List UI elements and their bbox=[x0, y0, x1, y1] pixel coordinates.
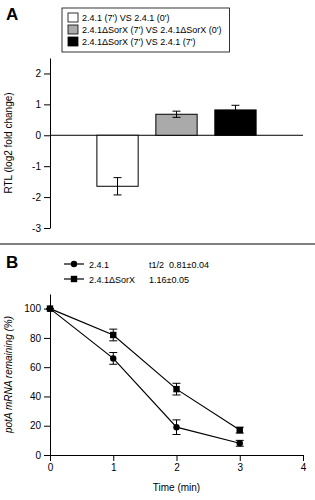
legend-swatch bbox=[68, 13, 78, 22]
tick: 2 bbox=[35, 68, 50, 79]
annotation: 1.16±0.05 bbox=[149, 275, 189, 285]
tick-label: 1 bbox=[111, 462, 117, 473]
axis-line bbox=[50, 59, 51, 229]
tick-label: -2 bbox=[32, 192, 41, 203]
marker bbox=[47, 305, 53, 311]
tick-label: 20 bbox=[30, 420, 42, 431]
legend-label: 2.4.1ΔSorX (7') VS 2.4.1 (7') bbox=[82, 37, 196, 47]
tick: 2 bbox=[174, 455, 180, 473]
tick-mark bbox=[44, 455, 50, 456]
tick: 3 bbox=[237, 455, 243, 473]
error-bar bbox=[236, 427, 244, 433]
error-bar bbox=[236, 440, 244, 446]
marker bbox=[173, 424, 179, 430]
tick-label: 40 bbox=[30, 391, 42, 402]
tick-mark bbox=[113, 455, 114, 461]
line bbox=[50, 309, 240, 430]
tick: 60 bbox=[30, 362, 50, 373]
marker bbox=[110, 355, 116, 361]
error-bar bbox=[173, 383, 181, 395]
tick-label: 60 bbox=[30, 362, 42, 373]
tick: 40 bbox=[30, 391, 50, 402]
legend-label: 2.4.1ΔSorX (7') VS 2.4.1ΔSorX (0') bbox=[82, 25, 222, 35]
tick: 4 bbox=[301, 455, 307, 473]
tick-mark bbox=[44, 166, 50, 167]
tick: -3 bbox=[32, 223, 50, 234]
marker bbox=[173, 386, 179, 392]
tick-mark bbox=[50, 455, 51, 461]
tick-label: 80 bbox=[30, 333, 42, 344]
legend-label: 2.4.1ΔSorX bbox=[89, 275, 135, 285]
tick-label: -3 bbox=[32, 223, 41, 234]
axis-line bbox=[50, 295, 51, 456]
tick-mark bbox=[44, 135, 50, 136]
marker bbox=[47, 305, 53, 311]
legend: 2.4.1 (7') VS 2.4.1 (0') 2.4.1ΔSorX (7') … bbox=[62, 8, 230, 52]
tick-mark bbox=[44, 197, 50, 198]
tick-mark bbox=[44, 104, 50, 105]
tick: 1 bbox=[111, 455, 117, 473]
tick: -2 bbox=[32, 192, 50, 203]
annotation: t1/2 0.81±0.04 bbox=[149, 260, 209, 270]
tick-mark bbox=[44, 73, 50, 74]
legend-label: 2.4.1 (7') VS 2.4.1 (0') bbox=[82, 13, 169, 23]
legend: 2.4.1 2.4.1ΔSorX t1/2 0.81±0.04 1.16±0.05 bbox=[64, 260, 209, 285]
legend-swatch bbox=[68, 37, 78, 46]
marker bbox=[237, 440, 243, 446]
tick-mark bbox=[303, 455, 304, 461]
tick-label: 0 bbox=[35, 450, 41, 461]
chart: -3 -2 -1 0 1 2 RTL (log2 fold change) A 2.4.1 (7… bbox=[0, 0, 315, 500]
tick-mark bbox=[44, 228, 50, 229]
error-bar bbox=[173, 111, 181, 117]
legend-swatch bbox=[68, 25, 78, 34]
tick-label: 2 bbox=[174, 462, 180, 473]
error-bar bbox=[109, 329, 117, 341]
tick: 1 bbox=[35, 99, 50, 110]
tick: 20 bbox=[30, 420, 50, 431]
tick-mark bbox=[44, 338, 50, 339]
tick-label: 0 bbox=[35, 130, 41, 141]
y-axis-label: potA mRNA remaining (%) bbox=[3, 316, 14, 434]
plot-area bbox=[50, 105, 303, 195]
tick: -1 bbox=[32, 161, 50, 172]
tick-label: 100 bbox=[24, 303, 41, 314]
legend-marker bbox=[71, 276, 77, 282]
marker bbox=[110, 332, 116, 338]
tick-label: -1 bbox=[32, 161, 41, 172]
tick-mark bbox=[44, 367, 50, 368]
tick-label: 4 bbox=[301, 462, 307, 473]
error-bar bbox=[109, 353, 117, 365]
error-bar bbox=[173, 420, 181, 435]
panel-title: A bbox=[6, 5, 18, 24]
axis: 0 1 2 3 4 bbox=[48, 455, 307, 473]
legend-label: 2.4.1 bbox=[89, 260, 109, 270]
x-axis-label: Time (min) bbox=[153, 482, 200, 493]
tick-label: 0 bbox=[48, 462, 54, 473]
y-axis-label: RTL (log2 fold change) bbox=[3, 92, 14, 193]
error-bar bbox=[114, 178, 122, 195]
tick-mark bbox=[44, 396, 50, 397]
axis: -3 -2 -1 0 1 2 bbox=[32, 59, 50, 234]
tick-mark bbox=[240, 455, 241, 461]
marker bbox=[237, 427, 243, 433]
axis: 0 20 40 60 80 100 bbox=[24, 295, 50, 461]
tick-label: 2 bbox=[35, 68, 41, 79]
legend-frame bbox=[62, 8, 230, 52]
tick-label: 1 bbox=[35, 99, 41, 110]
line bbox=[50, 309, 240, 444]
plot-area bbox=[46, 305, 244, 446]
tick: 0 bbox=[35, 130, 50, 141]
tick: 80 bbox=[30, 333, 50, 344]
tick-mark bbox=[44, 426, 50, 427]
error-bar bbox=[231, 105, 239, 114]
tick: 0 bbox=[48, 455, 54, 473]
tick-mark bbox=[177, 455, 178, 461]
separator bbox=[0, 244, 315, 245]
tick-label: 3 bbox=[237, 462, 243, 473]
panel-title: B bbox=[6, 253, 18, 272]
tick: 0 bbox=[35, 450, 50, 461]
legend-marker bbox=[71, 261, 77, 267]
